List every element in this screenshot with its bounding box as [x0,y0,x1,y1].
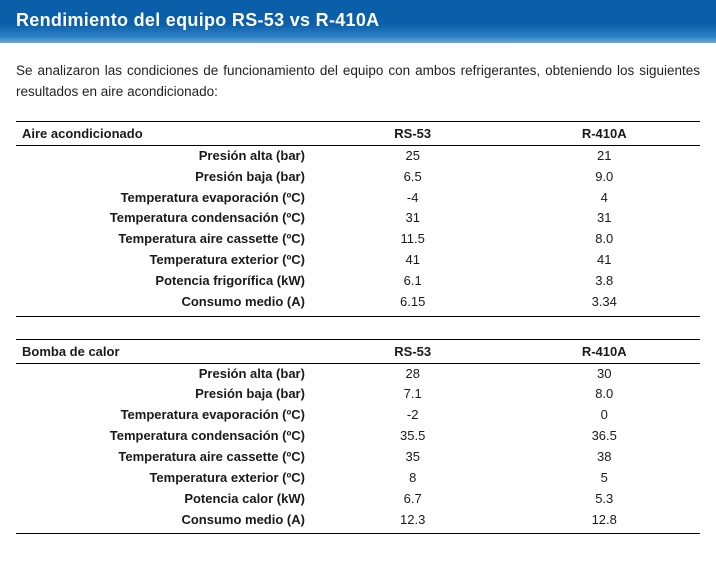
content-area: Se analizaron las condiciones de funcion… [0,43,716,568]
row-v1: 8 [317,468,509,489]
row-label: Consumo medio (A) [16,292,317,316]
table-row: Temperatura evaporación (ºC)-44 [16,188,700,209]
table-row: Consumo medio (A)6.153.34 [16,292,700,316]
row-label: Temperatura exterior (ºC) [16,250,317,271]
table1-col2-header: R-410A [508,121,700,145]
intro-paragraph: Se analizaron las condiciones de funcion… [16,61,700,103]
table-row: Temperatura condensación (ºC)3131 [16,208,700,229]
table1-title: Aire acondicionado [16,121,317,145]
page-header: Rendimiento del equipo RS-53 vs R-410A [0,0,716,43]
row-v1: 41 [317,250,509,271]
row-v2: 9.0 [508,167,700,188]
row-label: Presión baja (bar) [16,384,317,405]
row-v1: -2 [317,405,509,426]
row-label: Temperatura condensación (ºC) [16,426,317,447]
row-v1: 35.5 [317,426,509,447]
row-v1: 6.1 [317,271,509,292]
row-v2: 30 [508,363,700,384]
row-v2: 5 [508,468,700,489]
table-row: Presión baja (bar)7.18.0 [16,384,700,405]
row-v2: 41 [508,250,700,271]
row-v1: 6.15 [317,292,509,316]
table2-col2-header: R-410A [508,339,700,363]
table-row: Potencia calor (kW)6.75.3 [16,489,700,510]
row-v2: 21 [508,145,700,166]
row-v1: 7.1 [317,384,509,405]
row-label: Consumo medio (A) [16,510,317,534]
row-label: Temperatura exterior (ºC) [16,468,317,489]
table-row: Potencia frigorífica (kW)6.13.8 [16,271,700,292]
table-row: Temperatura condensación (ºC)35.536.5 [16,426,700,447]
table-row: Temperatura aire cassette (ºC)11.58.0 [16,229,700,250]
row-v2: 3.8 [508,271,700,292]
row-v1: 11.5 [317,229,509,250]
row-v1: 6.5 [317,167,509,188]
row-label: Temperatura aire cassette (ºC) [16,229,317,250]
table-row: Presión alta (bar)2521 [16,145,700,166]
table-row: Temperatura evaporación (ºC)-20 [16,405,700,426]
row-v2: 38 [508,447,700,468]
row-label: Temperatura evaporación (ºC) [16,188,317,209]
row-v2: 12.8 [508,510,700,534]
row-label: Potencia calor (kW) [16,489,317,510]
row-v1: 6.7 [317,489,509,510]
table-row: Temperatura exterior (ºC)4141 [16,250,700,271]
row-v2: 0 [508,405,700,426]
page-title: Rendimiento del equipo RS-53 vs R-410A [16,10,379,30]
row-v1: 31 [317,208,509,229]
table-row: Presión baja (bar)6.59.0 [16,167,700,188]
table-row: Temperatura exterior (ºC)85 [16,468,700,489]
row-label: Potencia frigorífica (kW) [16,271,317,292]
row-v1: 12.3 [317,510,509,534]
row-label: Temperatura aire cassette (ºC) [16,447,317,468]
row-v1: 28 [317,363,509,384]
row-label: Presión baja (bar) [16,167,317,188]
table-row: Temperatura aire cassette (ºC)3538 [16,447,700,468]
row-v1: 35 [317,447,509,468]
table-row: Consumo medio (A)12.312.8 [16,510,700,534]
row-label: Presión alta (bar) [16,363,317,384]
row-v2: 4 [508,188,700,209]
row-label: Presión alta (bar) [16,145,317,166]
row-v1: -4 [317,188,509,209]
row-v2: 3.34 [508,292,700,316]
row-label: Temperatura evaporación (ºC) [16,405,317,426]
row-v2: 8.0 [508,384,700,405]
table-row: Presión alta (bar)2830 [16,363,700,384]
table2-col1-header: RS-53 [317,339,509,363]
row-v2: 36.5 [508,426,700,447]
row-label: Temperatura condensación (ºC) [16,208,317,229]
row-v1: 25 [317,145,509,166]
table2-title: Bomba de calor [16,339,317,363]
table-bomba-de-calor: Bomba de calor RS-53 R-410A Presión alta… [16,339,700,535]
row-v2: 8.0 [508,229,700,250]
row-v2: 5.3 [508,489,700,510]
table-aire-acondicionado: Aire acondicionado RS-53 R-410A Presión … [16,121,700,317]
table1-col1-header: RS-53 [317,121,509,145]
row-v2: 31 [508,208,700,229]
